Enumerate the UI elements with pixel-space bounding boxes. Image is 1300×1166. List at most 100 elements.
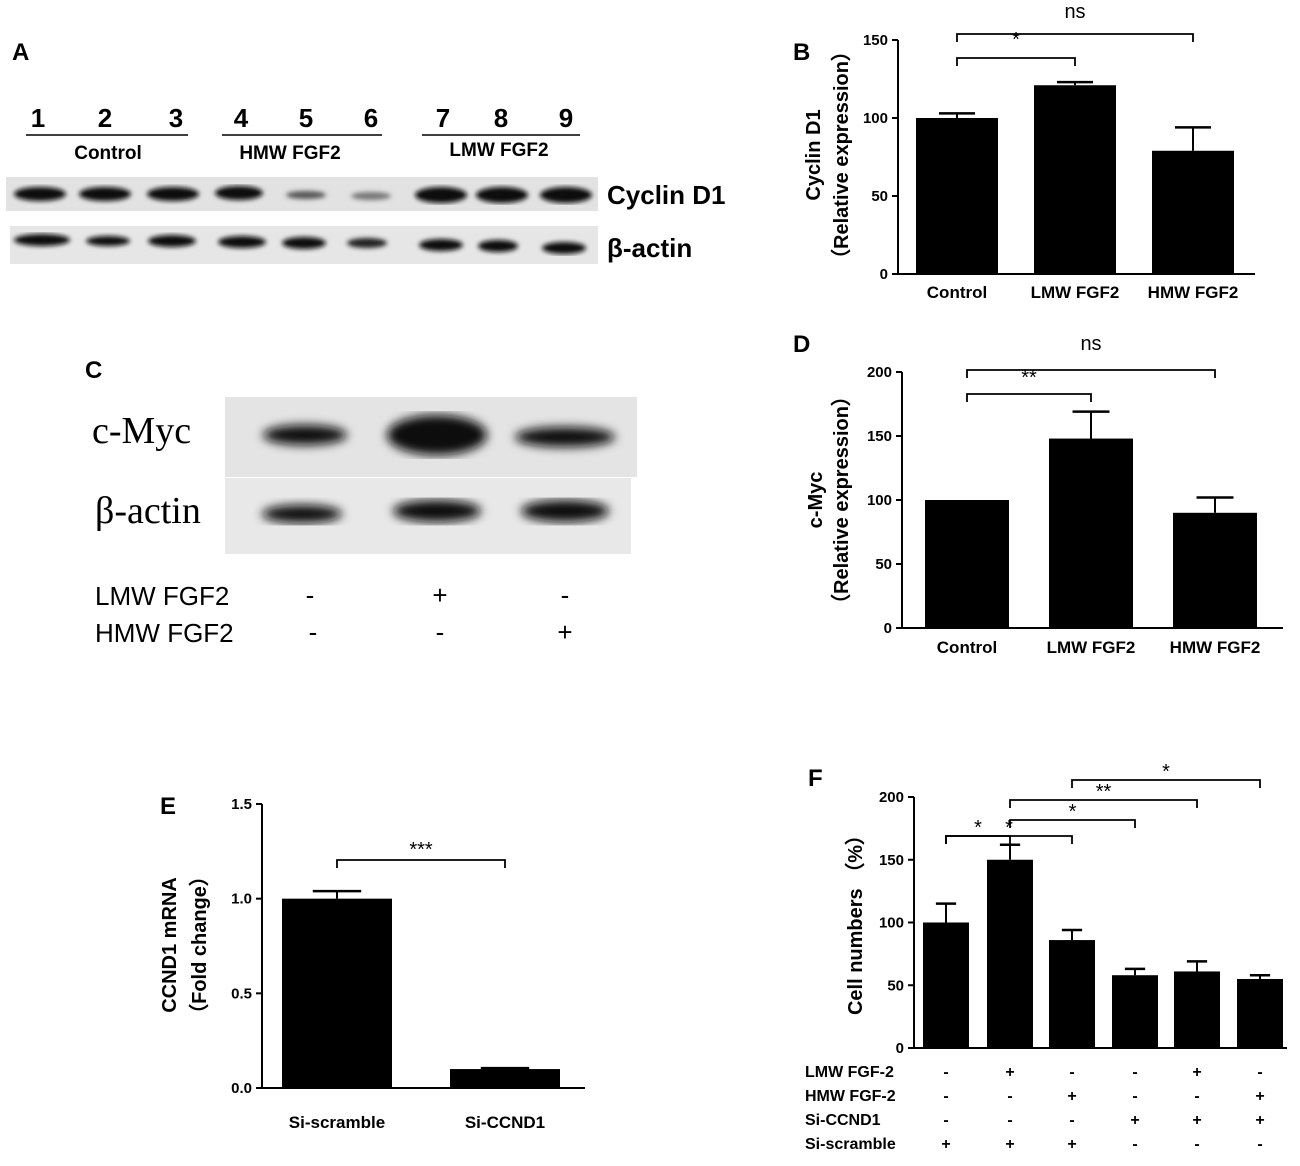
bar <box>1034 85 1116 275</box>
significance-bracket <box>945 835 1073 844</box>
blot-band <box>351 192 391 200</box>
treatment-mark: - <box>1257 1064 1262 1081</box>
treatment-mark: - <box>1132 1064 1137 1081</box>
y-tick-label: 150 <box>879 852 904 869</box>
lane-number: 5 <box>299 103 313 133</box>
y-tick-label: 50 <box>871 188 888 205</box>
panel-label-d: D <box>793 331 810 358</box>
cyclin-d1-bands <box>14 186 592 203</box>
x-category-label: Si-scramble <box>289 1113 385 1132</box>
significance-bracket <box>1009 819 1136 828</box>
significance-label: * <box>1012 29 1020 51</box>
y-axis-title: c-Myc <box>805 472 827 529</box>
treatment-mark: + <box>1192 1064 1201 1081</box>
treatment-mark: - <box>1132 1136 1137 1153</box>
treatment-mark: + <box>1067 1088 1076 1105</box>
significance-bracket <box>1071 779 1261 788</box>
blot-band <box>347 238 387 248</box>
y-tick-label: 100 <box>863 110 888 127</box>
panel-label-b: B <box>793 39 810 66</box>
treatment-mark: + <box>432 580 447 610</box>
treatment-mark: - <box>309 617 318 647</box>
blot-band <box>393 500 481 522</box>
treatment-label: Si-scramble <box>805 1136 896 1153</box>
treatment-mark: - <box>943 1064 948 1081</box>
blot-label-beta-actin-a: β-actin <box>607 233 692 263</box>
treatment-mark: - <box>1007 1088 1012 1105</box>
x-category-label: LMW FGF2 <box>1047 638 1136 657</box>
y-tick-label: 150 <box>867 428 892 445</box>
treatment-label: LMW FGF2 <box>95 581 229 611</box>
blot-band <box>263 425 347 445</box>
blot-band <box>542 242 586 254</box>
y-tick-label: 0 <box>880 266 888 283</box>
blot-band <box>79 187 131 201</box>
bar <box>1049 438 1133 628</box>
blot-band <box>476 187 528 203</box>
y-tick-label: 50 <box>875 556 892 573</box>
blot-band <box>14 187 66 201</box>
lane-number: 1 <box>31 103 45 133</box>
panel-label-a: A <box>12 39 29 66</box>
group-label-lmw: LMW FGF2 <box>449 140 548 161</box>
y-tick-label: 50 <box>887 977 904 994</box>
blot-band <box>147 187 199 201</box>
blot-band <box>262 505 342 523</box>
bar <box>1152 150 1234 274</box>
group-label-hmw: HMW FGF2 <box>239 143 340 164</box>
chart-d: 0 50 100 150 200 Control LMW FGF2 HMW FGF2 ** ns <box>867 333 1283 657</box>
significance-label: * <box>1069 801 1077 823</box>
blot-band <box>540 187 592 203</box>
significance-label: ** <box>1096 781 1112 803</box>
y-tick-label: 150 <box>863 32 888 49</box>
blot-band <box>415 187 467 203</box>
treatment-mark: + <box>557 617 572 647</box>
y-tick-label: 100 <box>879 915 904 932</box>
y-tick-label: 200 <box>867 364 892 381</box>
bar <box>1174 971 1220 1048</box>
bar <box>925 500 1009 628</box>
blot-a-lane-numbers: 1 2 3 4 5 6 7 8 9 <box>31 103 573 133</box>
blot-label-c-myc: c-Myc <box>92 410 191 452</box>
y-axis-title: （Relative expression） <box>830 386 853 614</box>
significance-label: * <box>1162 761 1170 783</box>
panel-label-e: E <box>160 793 176 820</box>
treatment-mark: - <box>1194 1136 1199 1153</box>
chart-b: 0 50 100 150 Control LMW FGF2 HMW FGF2 * ns <box>863 1 1255 302</box>
bar <box>1173 512 1257 628</box>
blot-band <box>478 240 518 252</box>
significance-label: ns <box>1064 1 1085 23</box>
treatment-mark: - <box>1257 1136 1262 1153</box>
lane-number: 2 <box>98 103 112 133</box>
x-category-label: Si-CCND1 <box>465 1113 545 1132</box>
treatment-mark: + <box>941 1136 950 1153</box>
blot-band <box>515 427 615 447</box>
y-tick-label: 0 <box>896 1040 904 1057</box>
treatment-label: LMW FGF-2 <box>805 1064 894 1081</box>
blot-band <box>14 234 70 246</box>
x-category-label: Control <box>937 638 997 657</box>
treatment-mark: - <box>1194 1088 1199 1105</box>
lane-number: 3 <box>169 103 183 133</box>
panel-label-f: F <box>808 765 823 792</box>
treatment-mark: - <box>943 1112 948 1129</box>
x-category-label: HMW FGF2 <box>1170 638 1261 657</box>
lane-number: 7 <box>436 103 450 133</box>
treatment-mark: + <box>1130 1112 1139 1129</box>
significance-label: ns <box>1080 333 1101 355</box>
blot-band <box>218 236 266 248</box>
y-tick-label: 1.5 <box>231 796 252 813</box>
bar <box>987 859 1033 1048</box>
blot-band <box>86 236 130 246</box>
significance-label: * <box>974 817 982 839</box>
lane-number: 6 <box>364 103 378 133</box>
treatment-mark: - <box>436 617 445 647</box>
y-tick-label: 0.0 <box>231 1080 252 1097</box>
y-axis-title: Cyclin D1 <box>803 109 825 200</box>
significance-label: *** <box>409 839 433 861</box>
blot-label-cyclin-d1: Cyclin D1 <box>607 180 726 210</box>
x-category-label: LMW FGF2 <box>1031 283 1120 302</box>
y-tick-label: 100 <box>867 492 892 509</box>
